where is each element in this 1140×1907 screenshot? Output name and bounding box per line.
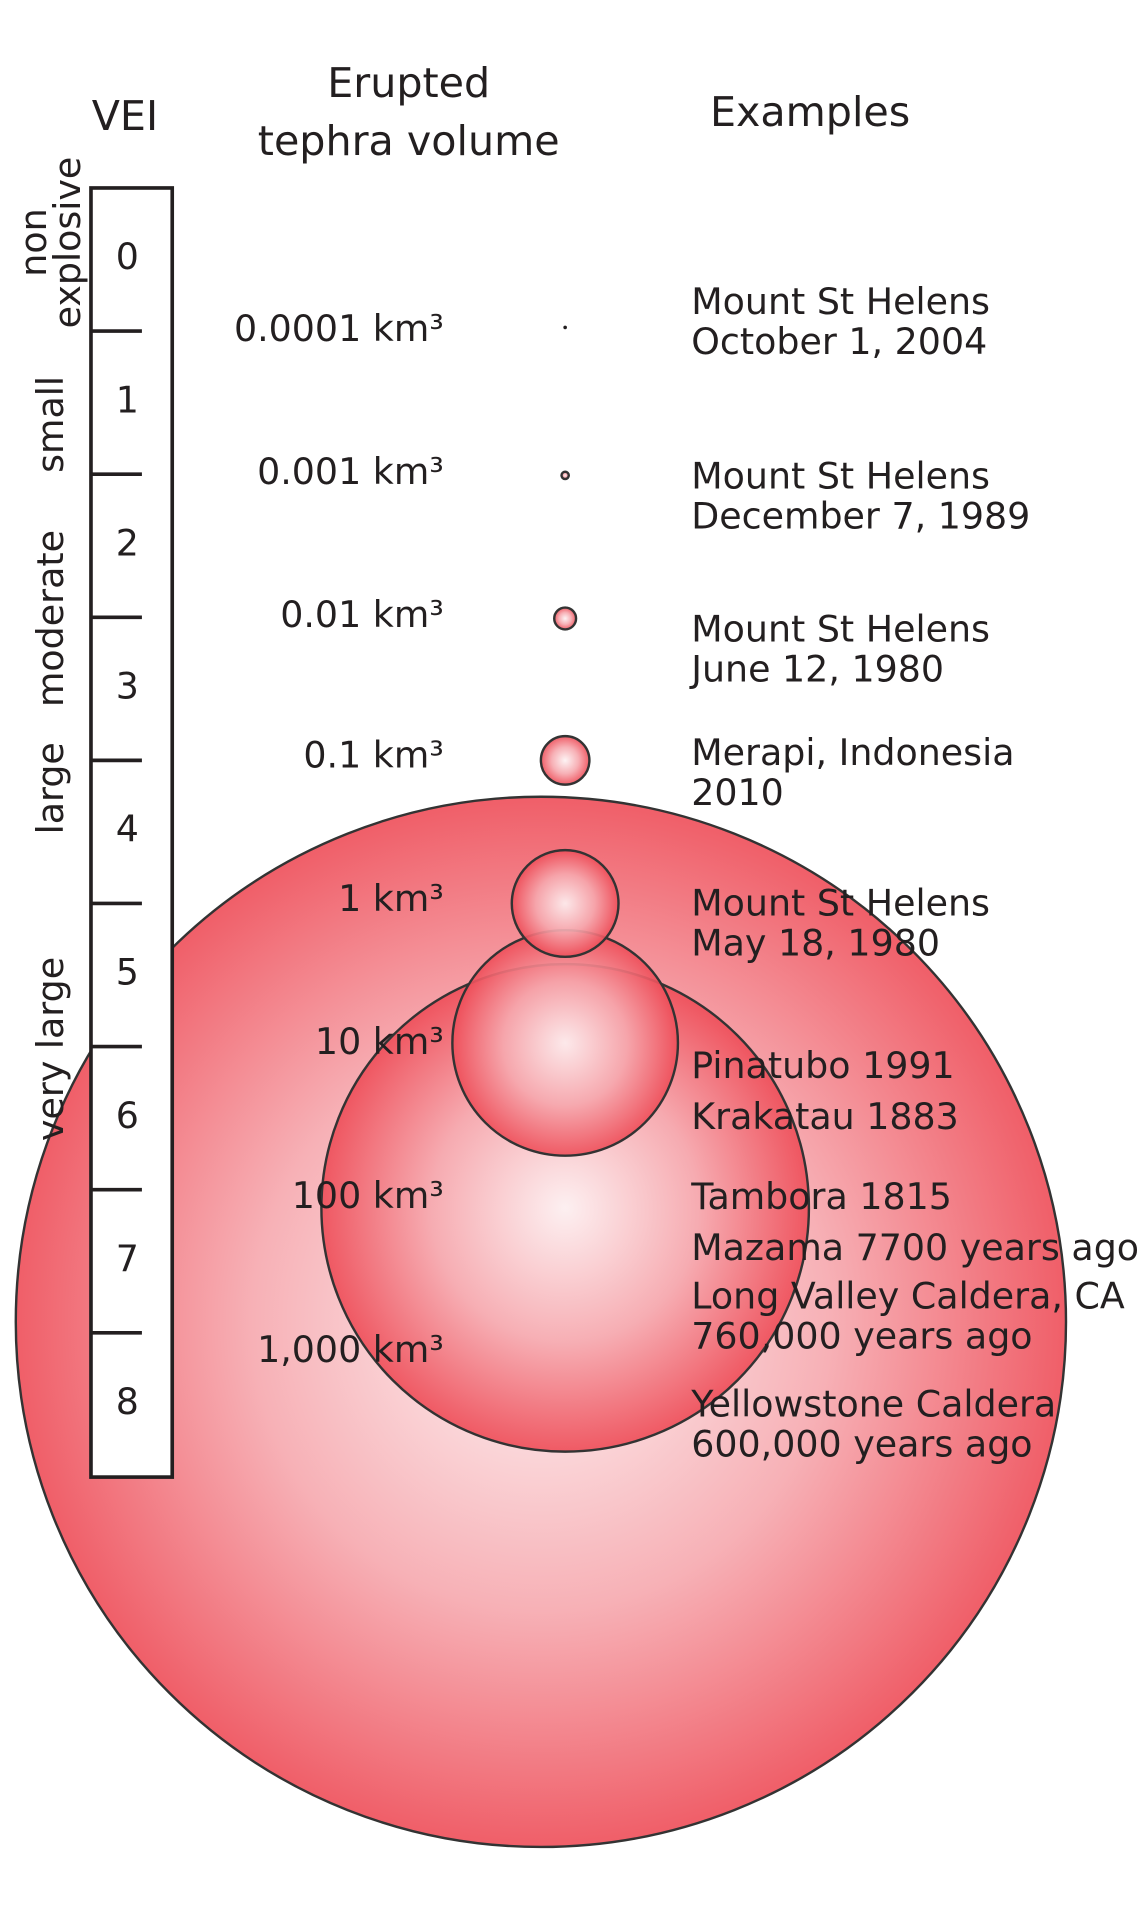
- volume-circle: [560, 470, 570, 481]
- examples-header: Examples: [710, 88, 910, 136]
- example: Mount St Helens: [691, 280, 990, 323]
- labels: VEI Erupted tephra volume Examples 0 1 2 3 4 5 6 7 8…: [12, 59, 1139, 1465]
- volume-label: 0.01 km³: [280, 593, 444, 636]
- volume-circles: [14, 325, 1068, 1849]
- example: Merapi, Indonesia: [691, 731, 1014, 774]
- example: Tambora 1815: [690, 1175, 952, 1218]
- example: October 1, 2004: [691, 320, 987, 363]
- example: Mount St Helens: [691, 882, 990, 925]
- vei-number: 7: [116, 1237, 139, 1280]
- volume-label: 0.001 km³: [257, 450, 444, 493]
- volume-label: 10 km³: [315, 1020, 444, 1063]
- volume-label: 0.1 km³: [303, 734, 444, 777]
- vei-number: 3: [116, 665, 139, 708]
- vei-number: 2: [116, 521, 139, 564]
- volume-circle: [451, 928, 680, 1157]
- example: Yellowstone Caldera: [690, 1382, 1056, 1425]
- example: 760,000 years ago: [691, 1315, 1032, 1358]
- vei-number: 1: [116, 378, 139, 421]
- vei-number: 0: [116, 235, 139, 278]
- example: Krakatau 1883: [691, 1095, 959, 1138]
- vei-class: very large: [29, 957, 72, 1141]
- volume-header: Erupted: [327, 59, 490, 107]
- example: December 7, 1989: [691, 495, 1030, 538]
- volume-circle: [553, 606, 578, 631]
- volume-circle: [510, 848, 620, 959]
- vei-class: small: [29, 376, 72, 473]
- vei-number: 5: [116, 951, 139, 994]
- vei-header: VEI: [92, 92, 158, 140]
- vei-class: moderate: [29, 530, 72, 707]
- volume-label: 0.0001 km³: [234, 307, 444, 350]
- vei-class: large: [29, 742, 72, 834]
- example: 2010: [691, 771, 784, 814]
- volume-circle: [539, 734, 591, 786]
- example: May 18, 1980: [691, 922, 940, 965]
- example: Mount St Helens: [691, 455, 990, 498]
- volume-label: 1 km³: [338, 877, 444, 920]
- example: Mount St Helens: [691, 608, 990, 651]
- vei-number: 4: [116, 808, 139, 851]
- vei-number: 6: [116, 1094, 139, 1137]
- example: June 12, 1980: [689, 648, 944, 691]
- example: 600,000 years ago: [691, 1422, 1032, 1465]
- vei-number: 8: [116, 1380, 139, 1423]
- vei-scale: [89, 186, 175, 1479]
- volume-label: 100 km³: [292, 1174, 444, 1217]
- example: Mazama 7700 years ago: [691, 1226, 1139, 1269]
- vei-class: explosive: [46, 157, 89, 329]
- vei-class: non: [12, 208, 55, 276]
- volume-circle: [563, 325, 567, 330]
- volume-header: tephra volume: [258, 117, 560, 165]
- example: Pinatubo 1991: [691, 1044, 954, 1087]
- example: Long Valley Caldera, CA: [691, 1275, 1125, 1318]
- volume-label: 1,000 km³: [257, 1328, 444, 1371]
